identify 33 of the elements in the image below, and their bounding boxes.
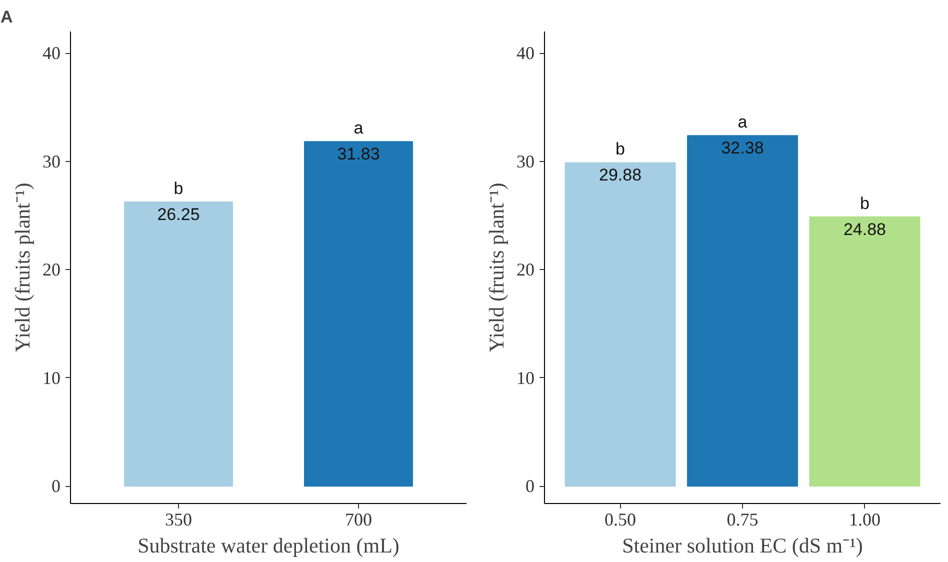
y-axis-title: Yield (fruits plant⁻¹) [10,182,34,352]
annotation: b [174,179,184,198]
x-tick-label: 350 [165,510,192,530]
data-label: 31.83 [337,144,380,164]
x-tick-label: 0.50 [604,510,636,530]
x-axis-title: Steiner solution EC (dS m⁻¹) [622,534,863,558]
data-label: 32.38 [721,138,764,158]
y-axis-title: Yield (fruits plant⁻¹) [484,182,508,352]
x-tick-label: 700 [345,510,372,530]
x-tick-label: 1.00 [848,510,880,530]
data-label: 24.88 [843,220,886,239]
data-label: 29.88 [599,166,642,185]
annotation: a [738,112,748,132]
bar [809,216,920,487]
y-tick-label: 30 [516,151,534,172]
annotation: a [354,118,364,138]
x-tick-label: 0.75 [726,510,758,530]
y-tick-label: 10 [42,368,60,388]
annotation: b [616,140,626,159]
bar [564,162,676,487]
chart-title: A [0,8,13,26]
y-tick-label: 40 [42,43,60,64]
y-tick-label: 0 [52,476,60,496]
y-tick-label: 20 [516,260,534,280]
bar [687,135,798,487]
y-tick-label: 40 [516,43,534,64]
y-tick-label: 20 [42,260,60,280]
annotation: b [860,194,870,213]
x-axis-title: Substrate water depletion (mL) [138,534,400,558]
data-label: 26.25 [157,205,200,224]
y-tick-label: 30 [42,151,60,172]
y-tick-label: 10 [516,368,534,388]
y-tick-label: 0 [526,476,534,496]
